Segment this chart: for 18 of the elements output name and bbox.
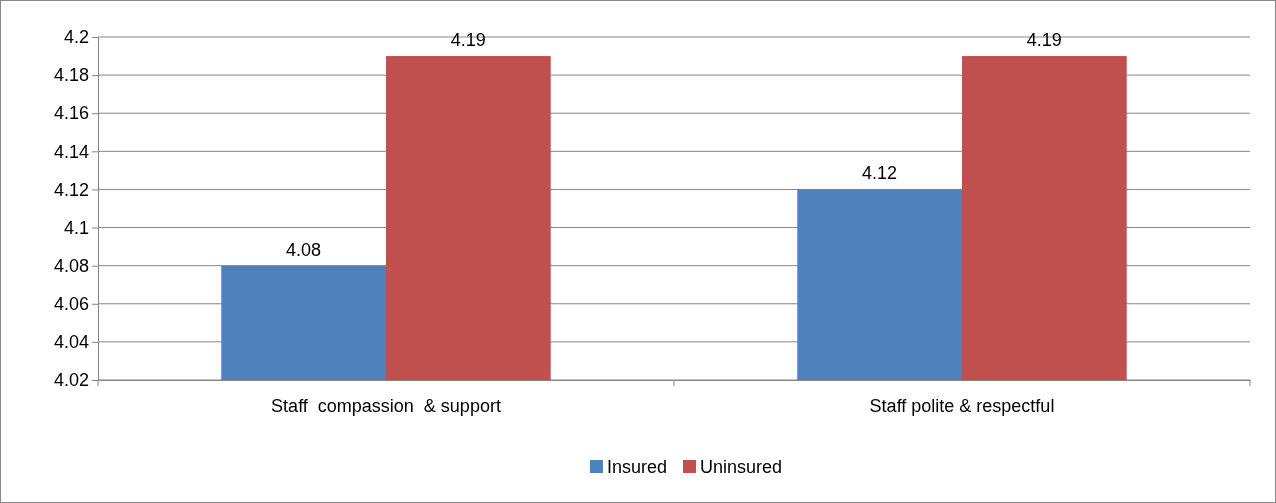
data-label: 4.19 bbox=[1026, 30, 1062, 51]
y-tick-label: 4.2 bbox=[63, 27, 89, 48]
y-tick-label: 4.02 bbox=[53, 370, 89, 391]
y-tick-label: 4.1 bbox=[63, 217, 89, 238]
data-label: 4.08 bbox=[286, 239, 322, 260]
y-tick-label: 4.04 bbox=[53, 332, 89, 353]
x-tick-label: Staff polite & respectful bbox=[869, 395, 1055, 416]
y-tick-label: 4.06 bbox=[53, 294, 89, 315]
y-tick-label: 4.18 bbox=[53, 65, 89, 86]
y-tick-label: 4.12 bbox=[53, 179, 89, 200]
legend-label: Insured bbox=[606, 457, 667, 477]
data-label: 4.12 bbox=[862, 163, 898, 184]
y-tick-label: 4.16 bbox=[53, 103, 89, 124]
data-label: 4.19 bbox=[450, 30, 486, 51]
y-tick-label: 4.14 bbox=[53, 141, 89, 162]
legend-label: Uninsured bbox=[700, 457, 783, 477]
y-tick-label: 4.08 bbox=[53, 255, 89, 276]
x-tick-label: Staff compassion & support bbox=[271, 395, 501, 416]
